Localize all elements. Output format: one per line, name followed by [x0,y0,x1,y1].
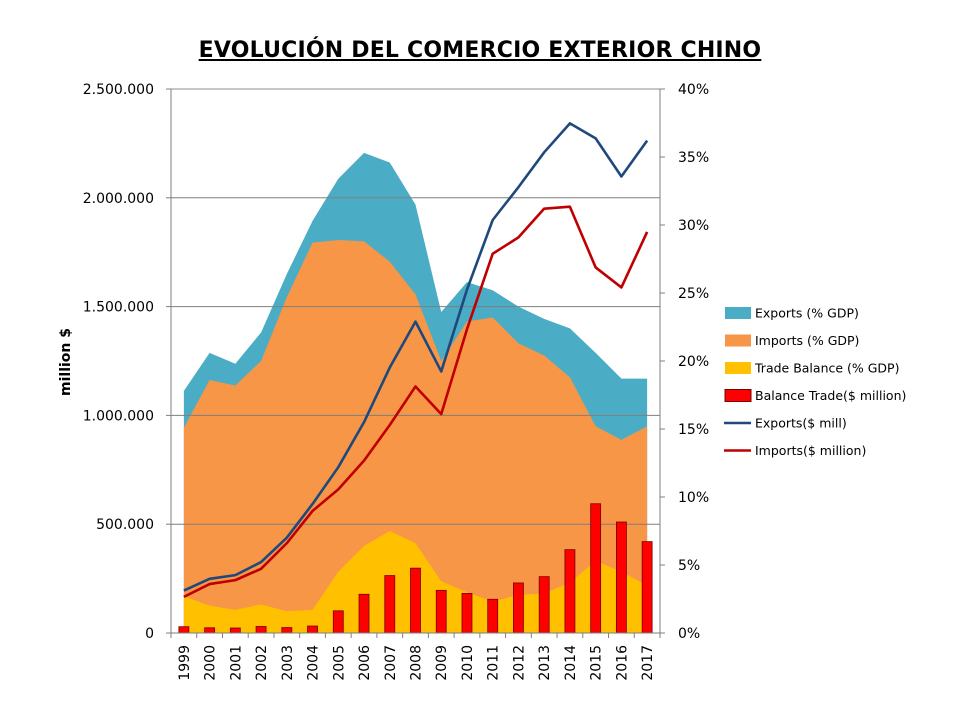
left-tick-label: 1.500.000 [83,300,154,316]
x-tick-label-2016: 2016 [614,645,630,681]
x-tick-label-2010: 2010 [460,645,476,681]
legend-item-trade-balance-gdp: Trade Balance (% GDP) [725,361,899,376]
right-tick-label: 25% [678,286,709,302]
left-axis-labels: 0 500.000 1.000.000 1.500.000 2.000.000 2.500… [83,82,154,642]
right-tick-label: 35% [678,150,709,166]
line-imports-million [183,205,649,599]
bar-2000 [204,627,216,634]
bar-2015 [590,503,602,634]
legend-label: Balance Trade($ million) [755,388,906,403]
x-tick-label-2008: 2008 [409,645,425,681]
legend-label: Imports (% GDP) [755,333,859,348]
legend-label: Exports (% GDP) [755,306,859,321]
bar-2011 [487,598,499,634]
bar-2001 [229,627,241,634]
x-tick-label-2000: 2000 [203,645,219,681]
x-tick-label-2005: 2005 [331,645,347,681]
x-tick-label-2012: 2012 [511,645,527,681]
right-tick-label: 15% [678,422,709,438]
bar-2002 [255,626,267,634]
plot-frame [166,88,665,638]
x-tick-label-2004: 2004 [306,645,322,681]
x-tick-label-2006: 2006 [357,645,373,681]
legend-label: Trade Balance (% GDP) [754,361,899,376]
area-layer [183,152,648,634]
right-tick-label: 5% [678,558,700,574]
legend-swatch [725,307,751,319]
left-tick-label: 2.500.000 [83,82,154,98]
legend-swatch [725,362,751,374]
bar-2005 [332,610,344,634]
right-tick-label: 0% [678,626,700,642]
left-tick-label: 2.000.000 [83,191,154,207]
bar-2003 [281,627,293,634]
line-layer [183,122,649,599]
bar-2012 [513,582,524,634]
bar-2013 [538,576,550,634]
y-axis-title: million $ [58,328,74,396]
legend-item-exports-gdp: Exports (% GDP) [725,306,859,321]
line-exports-mill [183,122,649,592]
x-tick-label-2014: 2014 [563,645,579,681]
chart-title: EVOLUCIÓN DEL COMERCIO EXTERIOR CHINO [198,38,762,63]
bar-2010 [461,592,473,634]
x-tick-label-2009: 2009 [434,645,450,681]
right-tick-label: 40% [678,82,709,98]
bar-2009 [435,589,447,634]
legend-label: Imports($ million) [755,443,866,458]
right-tick-label: 20% [678,354,709,370]
legend: Exports (% GDP) Imports (% GDP) Trade Bala… [724,306,906,458]
x-tick-label-2017: 2017 [640,645,656,681]
legend-label: Exports($ mill) [755,416,847,431]
area-imports-gdp [183,239,648,633]
bar-2008 [410,567,421,634]
x-tick-label-1999: 1999 [177,645,193,681]
legend-item-imports-gdp: Imports (% GDP) [725,333,859,348]
legend-item-exports-mill: Exports($ mill) [724,416,847,431]
x-tick-label-2007: 2007 [383,645,399,681]
x-tick-label-2011: 2011 [486,645,502,681]
bar-2007 [384,575,396,634]
legend-swatch [725,334,751,347]
bar-2006 [358,593,370,634]
x-tick-label-2013: 2013 [537,645,553,681]
left-tick-label: 0 [145,626,154,642]
bar-1999 [178,626,190,634]
x-tick-label-2003: 2003 [280,645,296,681]
right-tick-label: 30% [678,218,709,234]
x-axis-labels: 1999 2000 2001 2002 2003 2004 2005 2006 2007 2008… [177,645,656,681]
x-tick-label-2015: 2015 [589,645,605,681]
bar-2017 [641,541,653,634]
bar-2014 [564,549,576,634]
legend-swatch [724,389,752,402]
bar-2004 [307,625,318,634]
legend-item-balance-trade-million: Balance Trade($ million) [724,388,906,403]
legend-item-imports-million: Imports($ million) [724,443,866,458]
x-tick-label-2001: 2001 [228,645,244,681]
bar-2016 [615,521,627,634]
left-tick-label: 500.000 [96,517,154,533]
right-tick-label: 10% [678,490,709,506]
x-tick-label-2002: 2002 [254,645,270,681]
right-axis-labels: 0% 5% 10% 15% 20% 25% 30% 35% 40% [678,82,709,642]
left-tick-label: 1.000.000 [83,408,154,424]
